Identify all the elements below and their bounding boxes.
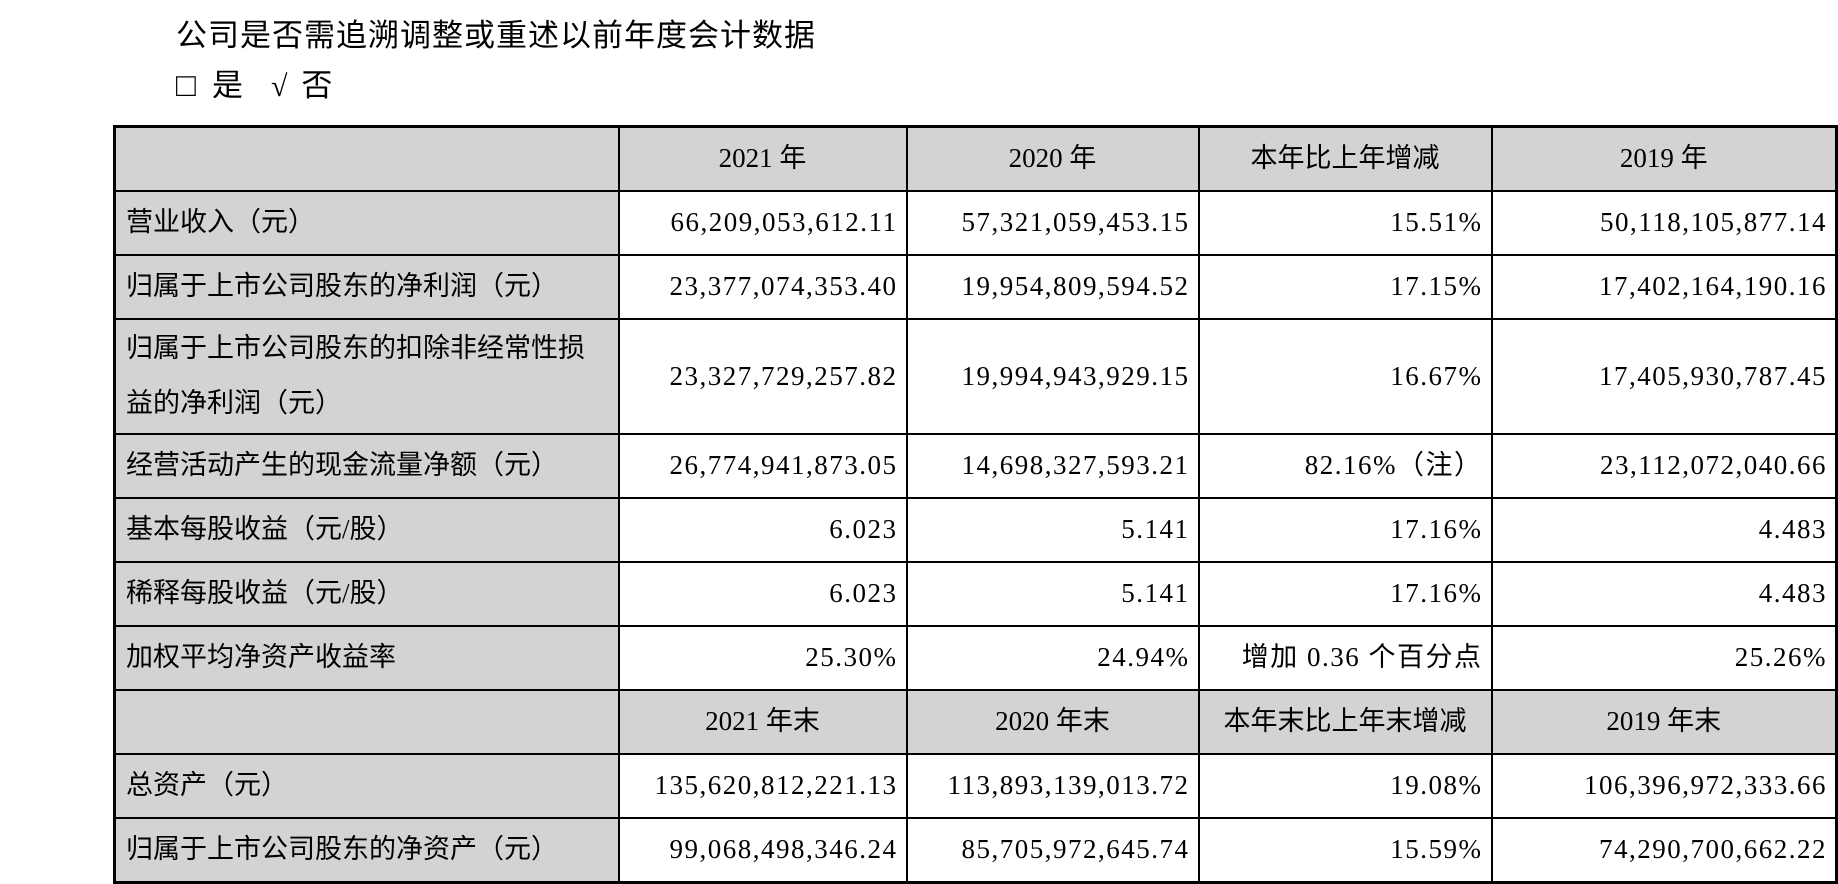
row-label-cell: 总资产（元）	[113, 752, 620, 819]
table-row: 营业收入（元） 66,209,053,612.11 57,321,059,453.1…	[113, 190, 1838, 256]
value-cell: 5.141	[905, 560, 1200, 627]
header-cell: 2019 年	[1490, 125, 1838, 192]
value-cell: 24.94%	[905, 624, 1200, 691]
header-cell: 2021 年	[617, 125, 908, 192]
value-cell: 99,068,498,346.24	[617, 816, 908, 884]
table-row: 经营活动产生的现金流量净额（元） 26,774,941,873.05 14,698,…	[113, 432, 1838, 499]
row-label-cell: 加权平均净资产收益率	[113, 624, 620, 691]
value-cell: 19,994,943,929.15	[905, 318, 1200, 435]
value-cell: 85,705,972,645.74	[905, 816, 1200, 884]
header-cell: 2020 年末	[905, 688, 1200, 755]
check-mark-icon: √	[270, 70, 288, 103]
value-cell: 23,377,074,353.40	[617, 254, 908, 320]
header-cell: 2019 年末	[1490, 688, 1838, 755]
value-cell: 4.483	[1490, 496, 1838, 563]
value-cell: 25.26%	[1490, 624, 1838, 691]
financial-summary-table: 2021 年 2020 年本年比上年增减 2019 年营业收入（元） 66,209,0…	[113, 125, 1838, 884]
table-row: 归属于上市公司股东的净利润（元） 23,377,074,353.40 19,954,…	[113, 254, 1838, 320]
value-cell: 17.16%	[1197, 496, 1493, 563]
header-cell: 本年比上年增减	[1197, 125, 1493, 192]
value-cell: 15.51%	[1197, 190, 1493, 256]
value-cell: 82.16%（注）	[1197, 432, 1493, 499]
table-row: 基本每股收益（元/股） 6.023 5.141 17.16% 4.483	[113, 496, 1838, 563]
table-header-row: 2021 年 2020 年本年比上年增减 2019 年	[113, 125, 1838, 192]
table-row: 加权平均净资产收益率 25.30% 24.94% 增加 0.36 个百分点 25.26%	[113, 624, 1838, 691]
value-cell: 17,402,164,190.16	[1490, 254, 1838, 320]
table-header-row: 2021 年末 2020 年末 本年末比上年末增减 2019 年末	[113, 688, 1838, 755]
value-cell: 5.141	[905, 496, 1200, 563]
row-label-cell: 经营活动产生的现金流量净额（元）	[113, 432, 620, 499]
value-cell: 14,698,327,593.21	[905, 432, 1200, 499]
value-cell: 16.67%	[1197, 318, 1493, 435]
table-row: 归属于上市公司股东的净资产（元） 99,068,498,346.24 85,705,…	[113, 816, 1838, 884]
row-label-cell: 归属于上市公司股东的净利润（元）	[113, 254, 620, 320]
value-cell: 19.08%	[1197, 752, 1493, 819]
checkbox-yes-label: 是	[211, 68, 243, 103]
row-label-cell: 归属于上市公司股东的扣除非经常性损益的净利润（元）	[113, 318, 620, 435]
row-label-cell: 归属于上市公司股东的净资产（元）	[113, 816, 620, 884]
header-cell: 本年末比上年末增减	[1197, 688, 1493, 755]
value-cell: 6.023	[617, 560, 908, 627]
table-row: 稀释每股收益（元/股） 6.023 5.141 17.16% 4.483	[113, 560, 1838, 627]
value-cell: 74,290,700,662.22	[1490, 816, 1838, 884]
value-cell: 135,620,812,221.13	[617, 752, 908, 819]
value-cell: 4.483	[1490, 560, 1838, 627]
value-cell: 26,774,941,873.05	[617, 432, 908, 499]
table-row: 总资产（元） 135,620,812,221.13 113,893,139,013.…	[113, 752, 1838, 819]
value-cell: 17.16%	[1197, 560, 1493, 627]
question-text: 公司是否需追溯调整或重述以前年度会计数据	[176, 18, 816, 53]
value-cell: 19,954,809,594.52	[905, 254, 1200, 320]
row-label-cell: 营业收入（元）	[113, 190, 620, 256]
value-cell: 106,396,972,333.66	[1490, 752, 1838, 819]
value-cell: 23,112,072,040.66	[1490, 432, 1838, 499]
value-cell: 23,327,729,257.82	[617, 318, 908, 435]
value-cell: 57,321,059,453.15	[905, 190, 1200, 256]
value-cell: 66,209,053,612.11	[617, 190, 908, 256]
value-cell: 15.59%	[1197, 816, 1493, 884]
header-empty-cell	[113, 125, 620, 192]
row-label-cell: 基本每股收益（元/股）	[113, 496, 620, 563]
header-cell: 2020 年	[905, 125, 1200, 192]
header-empty-cell	[113, 688, 620, 755]
table-row: 归属于上市公司股东的扣除非经常性损益的净利润（元） 23,327,729,257.…	[113, 318, 1838, 435]
checkbox-line: □ 是 √ 否	[176, 60, 332, 105]
checkbox-unchecked-icon: □	[176, 68, 196, 104]
value-cell: 17.15%	[1197, 254, 1493, 320]
checkbox-no-label: 否	[301, 68, 333, 103]
value-cell: 6.023	[617, 496, 908, 563]
value-cell: 增加 0.36 个百分点	[1197, 624, 1493, 691]
value-cell: 25.30%	[617, 624, 908, 691]
value-cell: 17,405,930,787.45	[1490, 318, 1838, 435]
header-cell: 2021 年末	[617, 688, 908, 755]
value-cell: 113,893,139,013.72	[905, 752, 1200, 819]
row-label-cell: 稀释每股收益（元/股）	[113, 560, 620, 627]
value-cell: 50,118,105,877.14	[1490, 190, 1838, 256]
financial-summary-table-body: 2021 年 2020 年本年比上年增减 2019 年营业收入（元） 66,209,0…	[113, 125, 1838, 884]
